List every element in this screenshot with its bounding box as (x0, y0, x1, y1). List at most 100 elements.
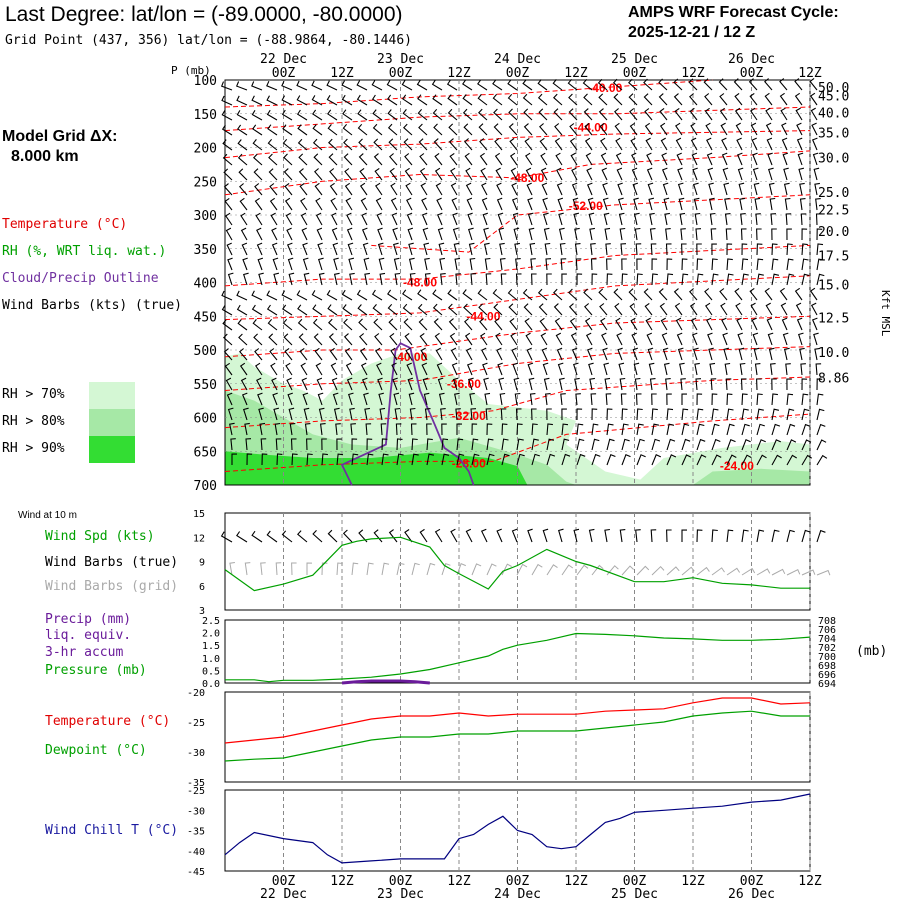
wind-barb (541, 182, 548, 196)
forecast-cycle: AMPS WRF Forecast Cycle: 2025-12-21 / 12… (628, 3, 839, 43)
wind-barb (485, 273, 492, 286)
wind-barb (726, 454, 737, 466)
wind-barb (689, 107, 698, 121)
kft-tick: 40.0 (818, 106, 849, 121)
wind-barb (636, 454, 646, 466)
wind-barb (752, 152, 758, 166)
wind-barb (811, 137, 818, 151)
wind-barb (600, 152, 608, 166)
wind-barb (434, 167, 443, 181)
wind-barb (576, 438, 585, 451)
wind-barb (546, 273, 552, 286)
wind-barb (571, 167, 578, 181)
wind-barb-grid (621, 565, 634, 576)
wind-barb (794, 287, 803, 301)
wind-barb (800, 213, 807, 226)
kft-tick: 22.5 (818, 204, 849, 219)
precip-ytick: 2.0 (202, 629, 220, 640)
wind-barb (507, 79, 518, 91)
wind-barb (631, 152, 638, 166)
wind-barb (361, 212, 368, 226)
wind-barb (404, 167, 413, 181)
wind-barb (540, 332, 548, 346)
wind-barb (816, 243, 824, 256)
wind-barb (576, 273, 583, 286)
wind-barb (750, 302, 758, 316)
wind-barb (466, 197, 473, 211)
wind-barb (501, 453, 510, 466)
wind-barb (450, 182, 458, 196)
wind-barb (539, 317, 548, 331)
wind-barb (649, 378, 656, 391)
wind-barb (555, 332, 563, 346)
wind-barb (326, 80, 338, 91)
wind-barb (734, 107, 743, 121)
wind-barb (764, 78, 773, 91)
isotherm-9 (224, 346, 811, 391)
wind-barb (469, 257, 476, 271)
wind-barb (253, 153, 263, 166)
wind-barb (268, 333, 278, 346)
wind-barb (456, 453, 465, 466)
kft-tick: 15.0 (818, 279, 849, 294)
wind-barb (780, 107, 788, 121)
wind-barb (619, 377, 626, 391)
wind-barb (590, 258, 597, 271)
wind-barb (598, 288, 608, 301)
wind-barb (326, 290, 338, 301)
wind-barb (809, 287, 818, 301)
wind-barb (696, 243, 702, 256)
wind-barb (497, 362, 503, 376)
wind-barb (751, 137, 758, 151)
wind-barb (606, 438, 615, 451)
wind-barb (495, 332, 503, 346)
wind-barb-true (801, 529, 811, 543)
wind-barb (719, 107, 728, 121)
wind-barb (575, 258, 582, 271)
wind-barb-grid (396, 562, 405, 576)
wind-barb (738, 347, 745, 361)
wind-barb (694, 362, 700, 376)
wind-barb (257, 392, 263, 406)
wind-barb (688, 78, 698, 91)
wind-barb (816, 454, 828, 466)
wind-barb (432, 108, 443, 121)
wind-barb (633, 197, 639, 211)
wind-barb (364, 272, 370, 286)
wind-barb (522, 79, 533, 91)
wind-barb (674, 107, 683, 121)
precip-ytick: 1.0 (202, 654, 220, 665)
pressure-tick: 100 (194, 74, 217, 89)
wind-barb (438, 242, 445, 256)
wind-barb (436, 362, 443, 376)
temperature-ytick: -25 (187, 718, 205, 729)
wind-barb (696, 438, 706, 451)
wind-barb (575, 393, 581, 406)
wind-barb (558, 227, 565, 241)
wind-barb (477, 289, 488, 301)
wind-barb (571, 347, 578, 361)
wind-barb (632, 182, 639, 196)
wind-barb (557, 362, 564, 376)
wind-barb (450, 347, 458, 361)
wind-barb (794, 92, 803, 106)
wind-barb-grid (366, 562, 374, 576)
wind-barb (801, 273, 810, 286)
wind-barb (241, 392, 248, 406)
wind-barb (388, 318, 398, 331)
wind-barb (765, 107, 773, 121)
wind-barb (483, 227, 489, 241)
wind-barb-grid (801, 569, 816, 576)
wind-barb-true (327, 529, 338, 543)
wind-barbs-layer (220, 77, 828, 466)
wind-barb (507, 288, 518, 301)
wind-barb (586, 167, 593, 181)
wind-barb (618, 362, 625, 376)
wind-barb (433, 318, 443, 331)
wind-barb (243, 272, 249, 286)
wind-barb (481, 182, 488, 196)
wind-barb (269, 183, 278, 196)
windchill-line (224, 793, 811, 864)
wind-barb (649, 212, 655, 226)
wind-barb (363, 257, 370, 271)
